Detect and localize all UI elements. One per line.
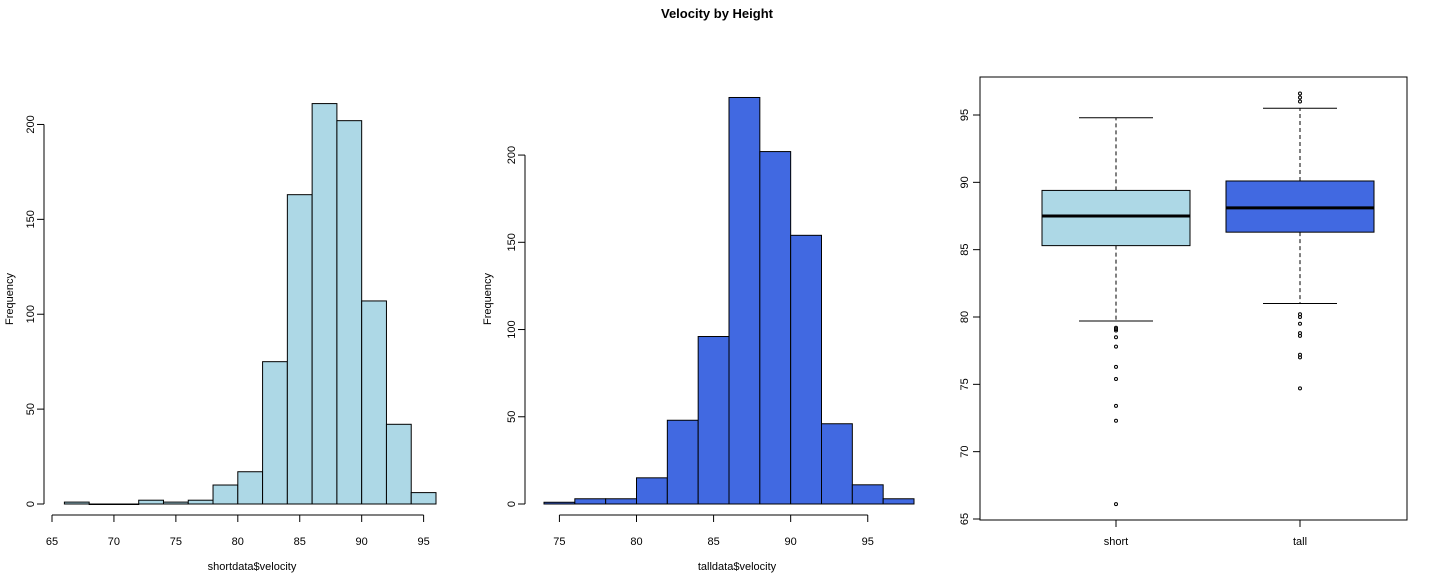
y-tick-label-short: 0 xyxy=(25,501,37,507)
y-tick-label-short: 100 xyxy=(25,305,37,323)
x-axis-title-short: shortdata$velocity xyxy=(208,561,297,573)
y-axis-title-tall: Frequency xyxy=(482,273,494,325)
histogram-tall: 0 50 100 150 200 75 80 85 90 95 talldata$velocity F… xyxy=(482,96,915,573)
plot-frame xyxy=(979,76,1408,521)
chart-title: Velocity by Height xyxy=(661,6,773,21)
y-tick-label-short: 50 xyxy=(25,403,37,415)
x-tick-label-short: 70 xyxy=(108,536,120,548)
outlier-point-tall xyxy=(1298,312,1302,317)
outlier-point-short xyxy=(1114,376,1118,381)
outlier-point-short xyxy=(1114,335,1118,340)
y-tick-label-short: 150 xyxy=(25,210,37,228)
outlier-point-short xyxy=(1114,403,1118,408)
histogram-bar-tall-8 xyxy=(790,234,823,505)
outlier-point-tall xyxy=(1298,321,1302,326)
y-tick-label-boxplot: 75 xyxy=(959,378,971,390)
histogram-bar-short-11 xyxy=(336,120,363,505)
histogram-bar-short-14 xyxy=(410,492,437,505)
histogram-bar-short-7 xyxy=(237,471,264,505)
outlier-point-tall xyxy=(1298,91,1302,96)
x-tick-label-tall: 75 xyxy=(553,536,565,548)
histogram-bar-tall-10 xyxy=(851,484,884,505)
y-axis-title-short: Frequency xyxy=(4,273,16,325)
histogram-bar-short-3 xyxy=(138,499,164,505)
histogram-bar-short-4 xyxy=(162,501,189,505)
y-tick-label-short: 200 xyxy=(25,115,37,133)
histogram-bar-short-6 xyxy=(212,484,239,505)
histogram-bar-tall-0 xyxy=(543,501,576,505)
outlier-point-short xyxy=(1114,344,1118,349)
x-tick-label-short: 65 xyxy=(46,536,58,548)
y-tick-label-tall: 200 xyxy=(506,146,518,164)
boxplot-by-height: short tall 65 70 75 80 85 90 95 xyxy=(959,76,1408,548)
y-tick-label-boxplot: 70 xyxy=(959,446,971,458)
y-tick-label-tall: 50 xyxy=(506,411,518,423)
y-tick-label-boxplot: 95 xyxy=(959,109,971,121)
outlier-point-short xyxy=(1114,325,1118,330)
histogram-bar-short-9 xyxy=(286,194,313,505)
box-short xyxy=(1041,189,1191,247)
histogram-bar-tall-1 xyxy=(574,498,607,505)
x-tick-label-short: 75 xyxy=(170,536,182,548)
x-tick-label-short: 95 xyxy=(417,536,429,548)
outlier-point-short xyxy=(1114,418,1118,423)
x-tick-label-short: 90 xyxy=(356,536,368,548)
histogram-bar-short-5 xyxy=(187,499,214,505)
histogram-bar-tall-4 xyxy=(666,419,699,505)
x-category-label-tall: tall xyxy=(1293,536,1307,548)
y-tick-label-boxplot: 85 xyxy=(959,244,971,256)
histogram-bar-tall-5 xyxy=(697,336,730,505)
outlier-point-tall xyxy=(1298,95,1302,100)
outlier-point-tall xyxy=(1298,386,1302,391)
histogram-bar-short-12 xyxy=(361,300,387,505)
x-tick-label-short: 85 xyxy=(294,536,306,548)
histogram-bar-tall-6 xyxy=(728,96,761,505)
y-tick-label-tall: 150 xyxy=(506,233,518,251)
histogram-bar-short-2 xyxy=(113,503,140,505)
x-tick-label-tall: 95 xyxy=(862,536,874,548)
outlier-point-tall xyxy=(1298,99,1302,104)
x-category-label-short: short xyxy=(1104,536,1128,548)
histogram-bar-short-0 xyxy=(63,501,90,505)
histogram-bar-tall-7 xyxy=(759,151,792,505)
y-tick-label-tall: 0 xyxy=(506,501,518,507)
x-axis-title-tall: talldata$velocity xyxy=(698,561,777,573)
histogram-short: 0 50 100 150 200 65 70 75 80 85 90 95 shortdata$velo… xyxy=(4,103,437,573)
outlier-point-tall xyxy=(1298,355,1302,360)
x-tick-label-tall: 90 xyxy=(785,536,797,548)
histogram-bar-tall-2 xyxy=(605,498,638,505)
y-tick-label-tall: 100 xyxy=(506,320,518,338)
x-tick-label-tall: 80 xyxy=(630,536,642,548)
histogram-bar-short-10 xyxy=(311,103,338,505)
outlier-point-short xyxy=(1114,364,1118,369)
x-tick-label-short: 80 xyxy=(232,536,244,548)
outlier-point-short xyxy=(1114,327,1118,332)
histogram-bar-short-13 xyxy=(385,423,412,505)
histogram-bar-short-1 xyxy=(88,503,115,505)
y-tick-label-boxplot: 80 xyxy=(959,311,971,323)
y-tick-label-boxplot: 90 xyxy=(959,176,971,188)
histogram-bar-tall-3 xyxy=(636,477,668,505)
y-tick-label-boxplot: 65 xyxy=(959,513,971,525)
histogram-bar-tall-11 xyxy=(882,498,915,505)
x-tick-label-tall: 85 xyxy=(707,536,719,548)
histogram-bar-tall-9 xyxy=(821,423,853,505)
outlier-point-tall xyxy=(1298,333,1302,338)
histogram-bar-short-8 xyxy=(262,361,288,505)
outlier-point-short xyxy=(1114,502,1118,507)
